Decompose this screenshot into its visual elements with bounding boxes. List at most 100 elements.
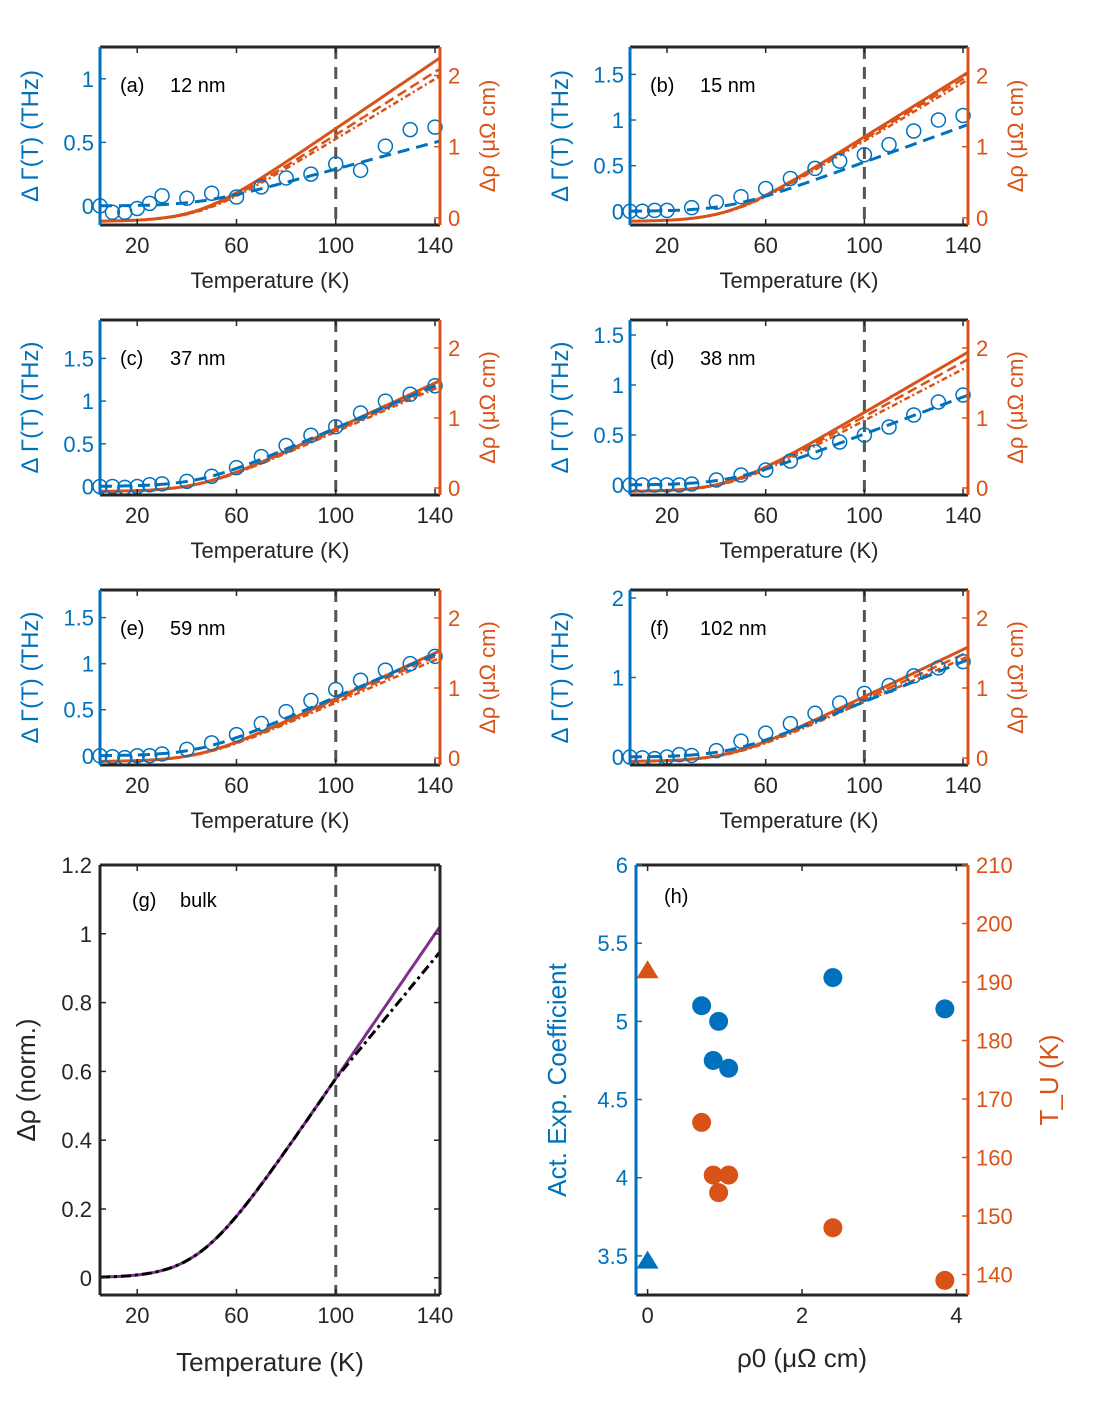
x-tick-label: 100: [317, 1303, 354, 1328]
panel-label: (c): [120, 348, 143, 370]
data-point: [831, 434, 848, 450]
x-tick-label: 20: [655, 233, 679, 258]
y-tick-label-left: 0: [82, 744, 94, 769]
x-axis-label: ρ0 (μΩ cm): [737, 1343, 867, 1373]
y-tick-label-left: 5: [616, 1009, 628, 1034]
x-axis-label: Temperature (K): [191, 538, 350, 563]
data-point: [757, 725, 774, 741]
curve-data: [100, 925, 442, 1279]
data-point: [253, 715, 270, 732]
data-point: [154, 746, 170, 762]
data-point: [930, 394, 947, 410]
y-tick-label-left: 1.5: [63, 346, 94, 371]
tu-point: [703, 1165, 723, 1185]
x-tick-label: 100: [846, 773, 883, 798]
y-tick-label-right: 2: [976, 336, 988, 361]
y-tick-label-left: 1: [612, 373, 624, 398]
y-tick-label-left: 1.5: [593, 62, 624, 87]
tu-point: [709, 1183, 729, 1203]
scattering-rate-fit: [100, 650, 441, 758]
tu-point: [719, 1165, 739, 1185]
data-point: [328, 418, 344, 435]
panel-title: 38 nm: [700, 348, 756, 370]
data-point: [427, 377, 443, 394]
data-point: [278, 437, 294, 454]
data-point: [104, 204, 121, 221]
y-tick-label: 1: [80, 922, 92, 947]
y-tick-label-left: 1.5: [63, 606, 94, 631]
data-point: [377, 662, 394, 678]
data-point: [402, 655, 418, 672]
y-tick-label: 1.2: [61, 853, 92, 878]
x-tick-label: 100: [317, 503, 354, 528]
curve-fit: [100, 950, 442, 1279]
y-tick-label-left: 0: [612, 199, 624, 224]
data-point: [856, 685, 873, 702]
tu-point: [823, 1218, 843, 1238]
resistivity-dashed: [100, 383, 441, 493]
data-point: [377, 138, 394, 154]
resistivity-dashdot: [629, 365, 969, 493]
data-point: [141, 748, 158, 764]
y-axis-label: Δρ (norm.): [11, 1018, 41, 1141]
y-tick-label-left: 0.5: [63, 432, 94, 457]
panel-label: (g): [132, 890, 156, 912]
data-point: [733, 467, 749, 483]
x-tick-label: 60: [753, 233, 777, 258]
y-tick-label: 0.2: [61, 1197, 92, 1222]
x-axis-label: Temperature (K): [191, 268, 350, 293]
x-axis-label: Temperature (K): [176, 1347, 364, 1377]
data-point: [303, 427, 319, 443]
x-tick-label: 60: [224, 503, 248, 528]
resistivity-dashdot: [100, 385, 441, 493]
x-axis-label: Temperature (K): [720, 808, 879, 833]
scattering-rate-fit: [630, 123, 969, 213]
data-point: [228, 726, 245, 743]
data-point: [930, 660, 947, 676]
data-point: [427, 648, 443, 665]
data-point: [352, 162, 369, 179]
data-point: [782, 453, 799, 469]
panel-label: (a): [120, 75, 144, 97]
coefficient-bulk-point: [636, 1250, 659, 1269]
resistivity-solid: [629, 71, 969, 223]
data-point: [708, 742, 725, 759]
y-axis-label-right: Δρ (μΩ cm): [1003, 621, 1028, 734]
x-tick-label: 140: [945, 503, 982, 528]
panel-label: (b): [650, 75, 674, 97]
panel-title: 59 nm: [170, 618, 226, 640]
data-point: [228, 459, 245, 476]
data-point: [733, 733, 749, 749]
x-tick-label: 0: [641, 1303, 653, 1328]
y-axis-label-right: Δρ (μΩ cm): [475, 351, 500, 464]
data-point: [402, 386, 418, 403]
y-tick-label-right: 0: [448, 746, 460, 771]
x-axis-label: Temperature (K): [720, 268, 879, 293]
y-tick-label-left: 3.5: [597, 1244, 628, 1269]
data-point: [708, 194, 725, 210]
y-axis-label-right: Δρ (μΩ cm): [1003, 351, 1028, 464]
x-axis-label: Temperature (K): [720, 538, 879, 563]
y-tick-label-right: 200: [976, 912, 1013, 937]
y-tick-label-left: 1: [612, 108, 624, 133]
data-point: [646, 477, 663, 493]
x-tick-label: 20: [655, 773, 679, 798]
x-tick-label: 2: [796, 1303, 808, 1328]
data-point: [303, 692, 319, 709]
resistivity-dashdot: [99, 74, 441, 223]
data-point: [831, 695, 848, 711]
y-tick-label-right: 2: [976, 63, 988, 88]
x-tick-label: 100: [846, 503, 883, 528]
data-point: [708, 472, 725, 488]
coefficient-point: [709, 1011, 729, 1031]
data-point: [757, 462, 774, 478]
data-point: [659, 202, 675, 219]
coefficient-point: [719, 1058, 739, 1078]
resistivity-dashed: [100, 653, 441, 763]
data-point: [881, 136, 897, 153]
y-tick-label-left: 0: [82, 474, 94, 499]
tu-point: [935, 1270, 955, 1290]
